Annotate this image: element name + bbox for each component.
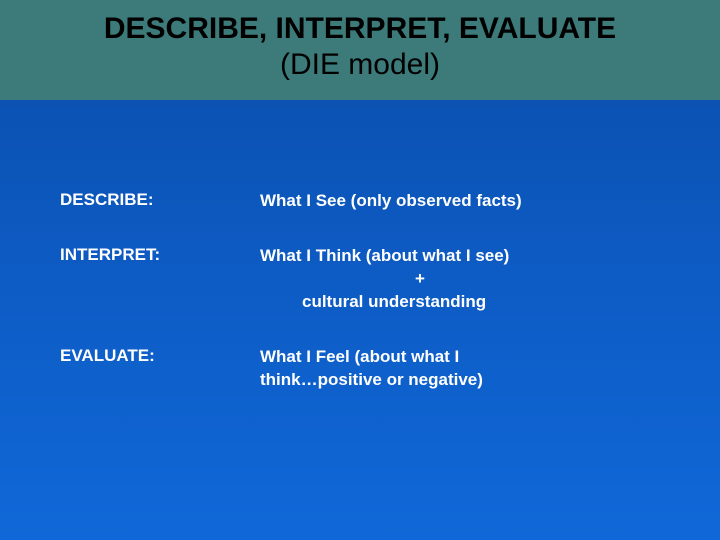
row-evaluate: EVALUATE: What I Feel (about what I thin… <box>60 346 680 392</box>
content-area: DESCRIBE: What I See (only observed fact… <box>0 100 720 392</box>
title-band: DESCRIBE, INTERPRET, EVALUATE (DIE model… <box>0 0 720 100</box>
desc-interpret-line2: + <box>260 268 580 291</box>
title-line1: DESCRIBE, INTERPRET, EVALUATE <box>20 12 700 46</box>
desc-evaluate: What I Feel (about what I think…positive… <box>260 346 680 392</box>
label-describe: DESCRIBE: <box>60 190 260 210</box>
label-evaluate: EVALUATE: <box>60 346 260 366</box>
row-interpret: INTERPRET: What I Think (about what I se… <box>60 245 680 314</box>
label-interpret: INTERPRET: <box>60 245 260 265</box>
desc-evaluate-line1: What I Feel (about what I <box>260 346 680 369</box>
desc-interpret: What I Think (about what I see) + cultur… <box>260 245 680 314</box>
desc-describe-text: What I See (only observed facts) <box>260 190 680 213</box>
row-describe: DESCRIBE: What I See (only observed fact… <box>60 190 680 213</box>
desc-interpret-line3: cultural understanding <box>260 291 680 314</box>
desc-evaluate-line1b: think…positive or negative) <box>260 369 680 392</box>
title-line2: (DIE model) <box>20 48 700 82</box>
desc-interpret-line1: What I Think (about what I see) <box>260 245 680 268</box>
desc-describe: What I See (only observed facts) <box>260 190 680 213</box>
